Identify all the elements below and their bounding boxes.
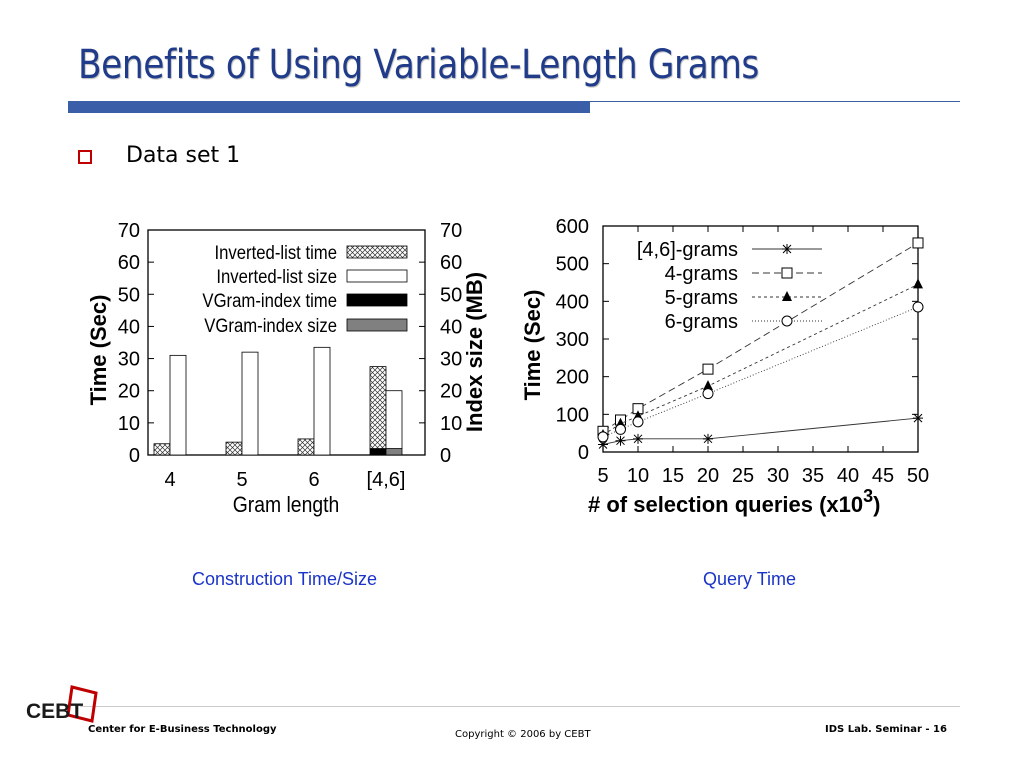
line-yaxis-label: Time (Sec) [520, 290, 545, 401]
bar-xtick-label: 6 [308, 469, 319, 491]
line-series [602, 283, 919, 436]
logo-wordmark: CEBT [26, 700, 83, 723]
bar-legend-label: VGram-index size [204, 315, 337, 336]
line-ytick-label: 100 [556, 404, 589, 426]
line-point [598, 439, 608, 450]
line-xtick-label: 5 [597, 465, 608, 487]
line-xtick-label: 10 [627, 465, 649, 487]
line-legend-label: 4-grams [665, 263, 738, 285]
bar-xtick-label: 4 [164, 469, 175, 491]
line-point [632, 416, 644, 428]
line-point [912, 237, 924, 249]
line-point [913, 278, 923, 289]
line-legend-label: [4,6]-grams [637, 239, 738, 261]
line-series [602, 306, 919, 438]
slide-title: Benefits of Using Variable-Length Grams [78, 42, 759, 88]
title-underline-line [590, 101, 960, 102]
caption-construction: Construction Time/Size [192, 569, 378, 589]
bar-ytick-right-label: 30 [440, 349, 462, 371]
bar-ytick-right-label: 20 [440, 381, 462, 403]
bar-ytick-label: 20 [118, 381, 140, 403]
bar-ytick-right-label: 50 [440, 284, 462, 306]
bullet-square-icon [78, 150, 92, 164]
caption-query-time: Query Time [703, 569, 797, 589]
line-ytick-label: 300 [556, 329, 589, 351]
bar-ytick-right-label: 10 [440, 413, 462, 435]
line-ytick-label: 400 [556, 291, 589, 313]
line-xtick-label: 25 [732, 465, 754, 487]
bar [385, 390, 403, 449]
line-series [602, 242, 919, 432]
line-xaxis-label: # of selection queries (x103) [588, 486, 880, 517]
line-xtick-label: 40 [837, 465, 859, 487]
line-series [602, 417, 919, 445]
line-point [703, 380, 713, 391]
bar-ytick-right-label: 0 [440, 445, 451, 467]
bar [241, 351, 259, 456]
title-underline-bar [68, 101, 590, 113]
bar-yaxis-label: Time (Sec) [86, 295, 111, 406]
line-ytick-label: 0 [578, 442, 589, 464]
bar-legend-swatch [346, 293, 408, 307]
bar-xtick-label: [4,6] [367, 469, 406, 491]
bar-ytick-label: 0 [129, 445, 140, 467]
line-xtick-label: 35 [802, 465, 824, 487]
line-point [633, 433, 643, 444]
bar-ytick-label: 40 [118, 316, 140, 338]
footer-copyright: Copyright © 2006 by CEBT [455, 729, 591, 740]
line-point [702, 363, 714, 375]
bar-ytick-right-label: 70 [440, 220, 462, 242]
bar-ytick-label: 70 [118, 220, 140, 242]
bar-xaxis-label: Gram length [233, 493, 340, 517]
bar-ytick-right-label: 60 [440, 252, 462, 274]
bar-yaxis-right-label: Index size (MB) [462, 272, 487, 432]
line-xtick-label: 20 [697, 465, 719, 487]
line-point [912, 301, 924, 313]
bar-plot-frame [147, 229, 426, 456]
line-legend-marker [782, 291, 792, 301]
bar-legend-swatch [346, 318, 408, 332]
construction-bar-chart: 0 0 10 10 20 20 30 30 40 40 50 50 60 60 70 70 4 5 6 [4,6] Gr… [86, 220, 487, 517]
line-legend-label: 5-grams [665, 287, 738, 309]
footer-page: IDS Lab. Seminar - 16 [825, 724, 947, 735]
line-point [913, 413, 923, 424]
line-ytick-label: 600 [556, 216, 589, 238]
bar [313, 346, 331, 456]
line-point [702, 388, 714, 400]
line-legend-label: 6-grams [665, 311, 738, 333]
line-point [703, 433, 713, 444]
bar-legend-swatch [346, 245, 408, 259]
line-point [597, 431, 609, 443]
query-time-line-chart: 0 100 200 300 400 500 600 5 10 15 20 25 30 35 40 45 50 [4… [520, 216, 929, 517]
line-xtick-label: 45 [872, 465, 894, 487]
line-ytick-label: 500 [556, 254, 589, 276]
bar-ytick-label: 10 [118, 413, 140, 435]
line-xtick-label: 50 [907, 465, 929, 487]
bar-ytick-label: 50 [118, 284, 140, 306]
footer-divider [80, 706, 960, 707]
line-point [615, 435, 626, 446]
bar-xtick-label: 5 [236, 469, 247, 491]
footer-org: Center for E-Business Technology [88, 724, 277, 735]
line-point [615, 423, 626, 435]
bar-legend-label: VGram-index time [202, 290, 337, 311]
bar [169, 354, 187, 456]
cebt-logo: CEBT [26, 685, 98, 723]
line-xtick-label: 30 [767, 465, 789, 487]
line-legend-marker [781, 315, 793, 327]
line-ytick-label: 200 [556, 367, 589, 389]
bar-legend-swatch [346, 269, 408, 283]
bar-legend-label: Inverted-list size [216, 266, 337, 287]
bar-ytick-right-label: 40 [440, 316, 462, 338]
line-legend-marker [781, 267, 793, 279]
bar-ytick-label: 60 [118, 252, 140, 274]
line-legend-marker [782, 244, 792, 254]
bar-legend-label: Inverted-list time [214, 242, 337, 263]
line-xtick-label: 15 [662, 465, 684, 487]
bullet-text: Data set 1 [126, 143, 241, 168]
bar-ytick-label: 30 [118, 349, 140, 371]
